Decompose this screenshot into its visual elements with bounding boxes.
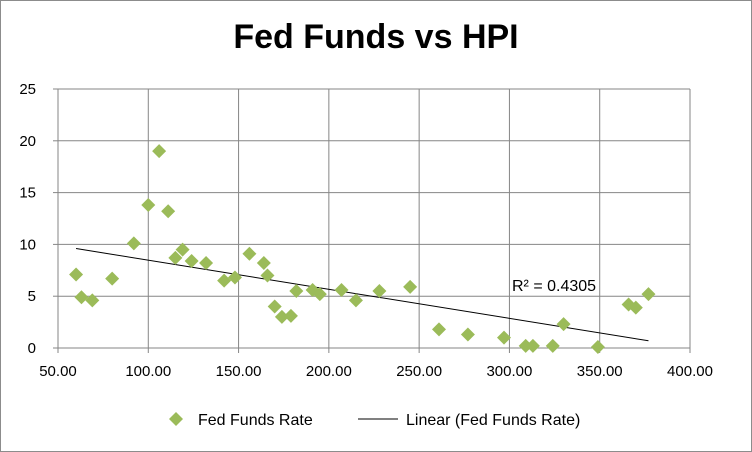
data-point	[312, 287, 327, 302]
data-point	[525, 338, 540, 353]
data-point	[126, 236, 141, 251]
y-tick-label: 20	[19, 133, 36, 150]
y-tick-label: 15	[19, 185, 36, 202]
data-point	[518, 338, 533, 353]
trendline	[75, 248, 649, 342]
x-tick-label: 300.00	[486, 363, 532, 380]
data-point	[497, 330, 512, 345]
data-point	[283, 308, 298, 323]
data-point	[242, 246, 257, 261]
data-point	[227, 270, 242, 285]
grid-lines	[57, 88, 691, 349]
data-point	[69, 267, 84, 282]
data-point	[217, 273, 232, 288]
data-point	[175, 242, 190, 257]
x-tick-label: 50.00	[39, 363, 77, 380]
data-point	[184, 253, 199, 268]
data-point	[74, 290, 89, 305]
data-point	[260, 268, 275, 283]
r-squared-label: R² = 0.4305	[512, 278, 596, 295]
x-tick-label: 150.00	[216, 363, 262, 380]
x-tick-label: 350.00	[577, 363, 623, 380]
data-point	[348, 293, 363, 308]
data-point	[161, 204, 176, 219]
data-points	[69, 144, 656, 354]
y-tick-label: 5	[28, 288, 36, 305]
data-point	[199, 256, 214, 271]
data-point	[590, 339, 605, 354]
data-point	[256, 256, 271, 271]
tick-labels: 50.00 100.00 150.00 200.00 250.00 300.00 350.0…	[19, 81, 713, 380]
x-tick-label: 100.00	[125, 363, 171, 380]
data-point	[628, 300, 643, 315]
x-tick-label: 250.00	[396, 363, 442, 380]
data-point	[152, 144, 167, 159]
data-point	[168, 250, 183, 265]
data-point	[334, 282, 349, 297]
data-point	[289, 284, 304, 299]
data-point	[85, 293, 100, 308]
x-tick-label: 200.00	[306, 363, 352, 380]
x-tick-label: 400.00	[667, 363, 713, 380]
data-point	[460, 327, 475, 342]
trendline-group	[75, 248, 649, 342]
axes	[53, 88, 691, 353]
data-point	[403, 279, 418, 294]
y-tick-label: 10	[19, 236, 36, 253]
legend-marker-fed-funds-rate	[169, 412, 183, 426]
data-point	[641, 287, 656, 302]
legend-label-fed-funds-rate: Fed Funds Rate	[198, 412, 313, 429]
chart-title: Fed Funds vs HPI	[233, 18, 519, 56]
y-tick-label: 25	[19, 81, 36, 98]
data-point	[105, 271, 120, 286]
data-point	[267, 299, 282, 314]
data-point	[141, 198, 156, 213]
legend-label-trendline: Linear (Fed Funds Rate)	[406, 412, 580, 429]
data-point	[372, 284, 387, 299]
data-point	[556, 317, 571, 332]
data-point	[432, 322, 447, 337]
y-tick-label: 0	[28, 340, 36, 357]
data-point	[274, 309, 289, 324]
legend: Fed Funds Rate Linear (Fed Funds Rate)	[169, 412, 580, 429]
data-point	[545, 338, 560, 353]
